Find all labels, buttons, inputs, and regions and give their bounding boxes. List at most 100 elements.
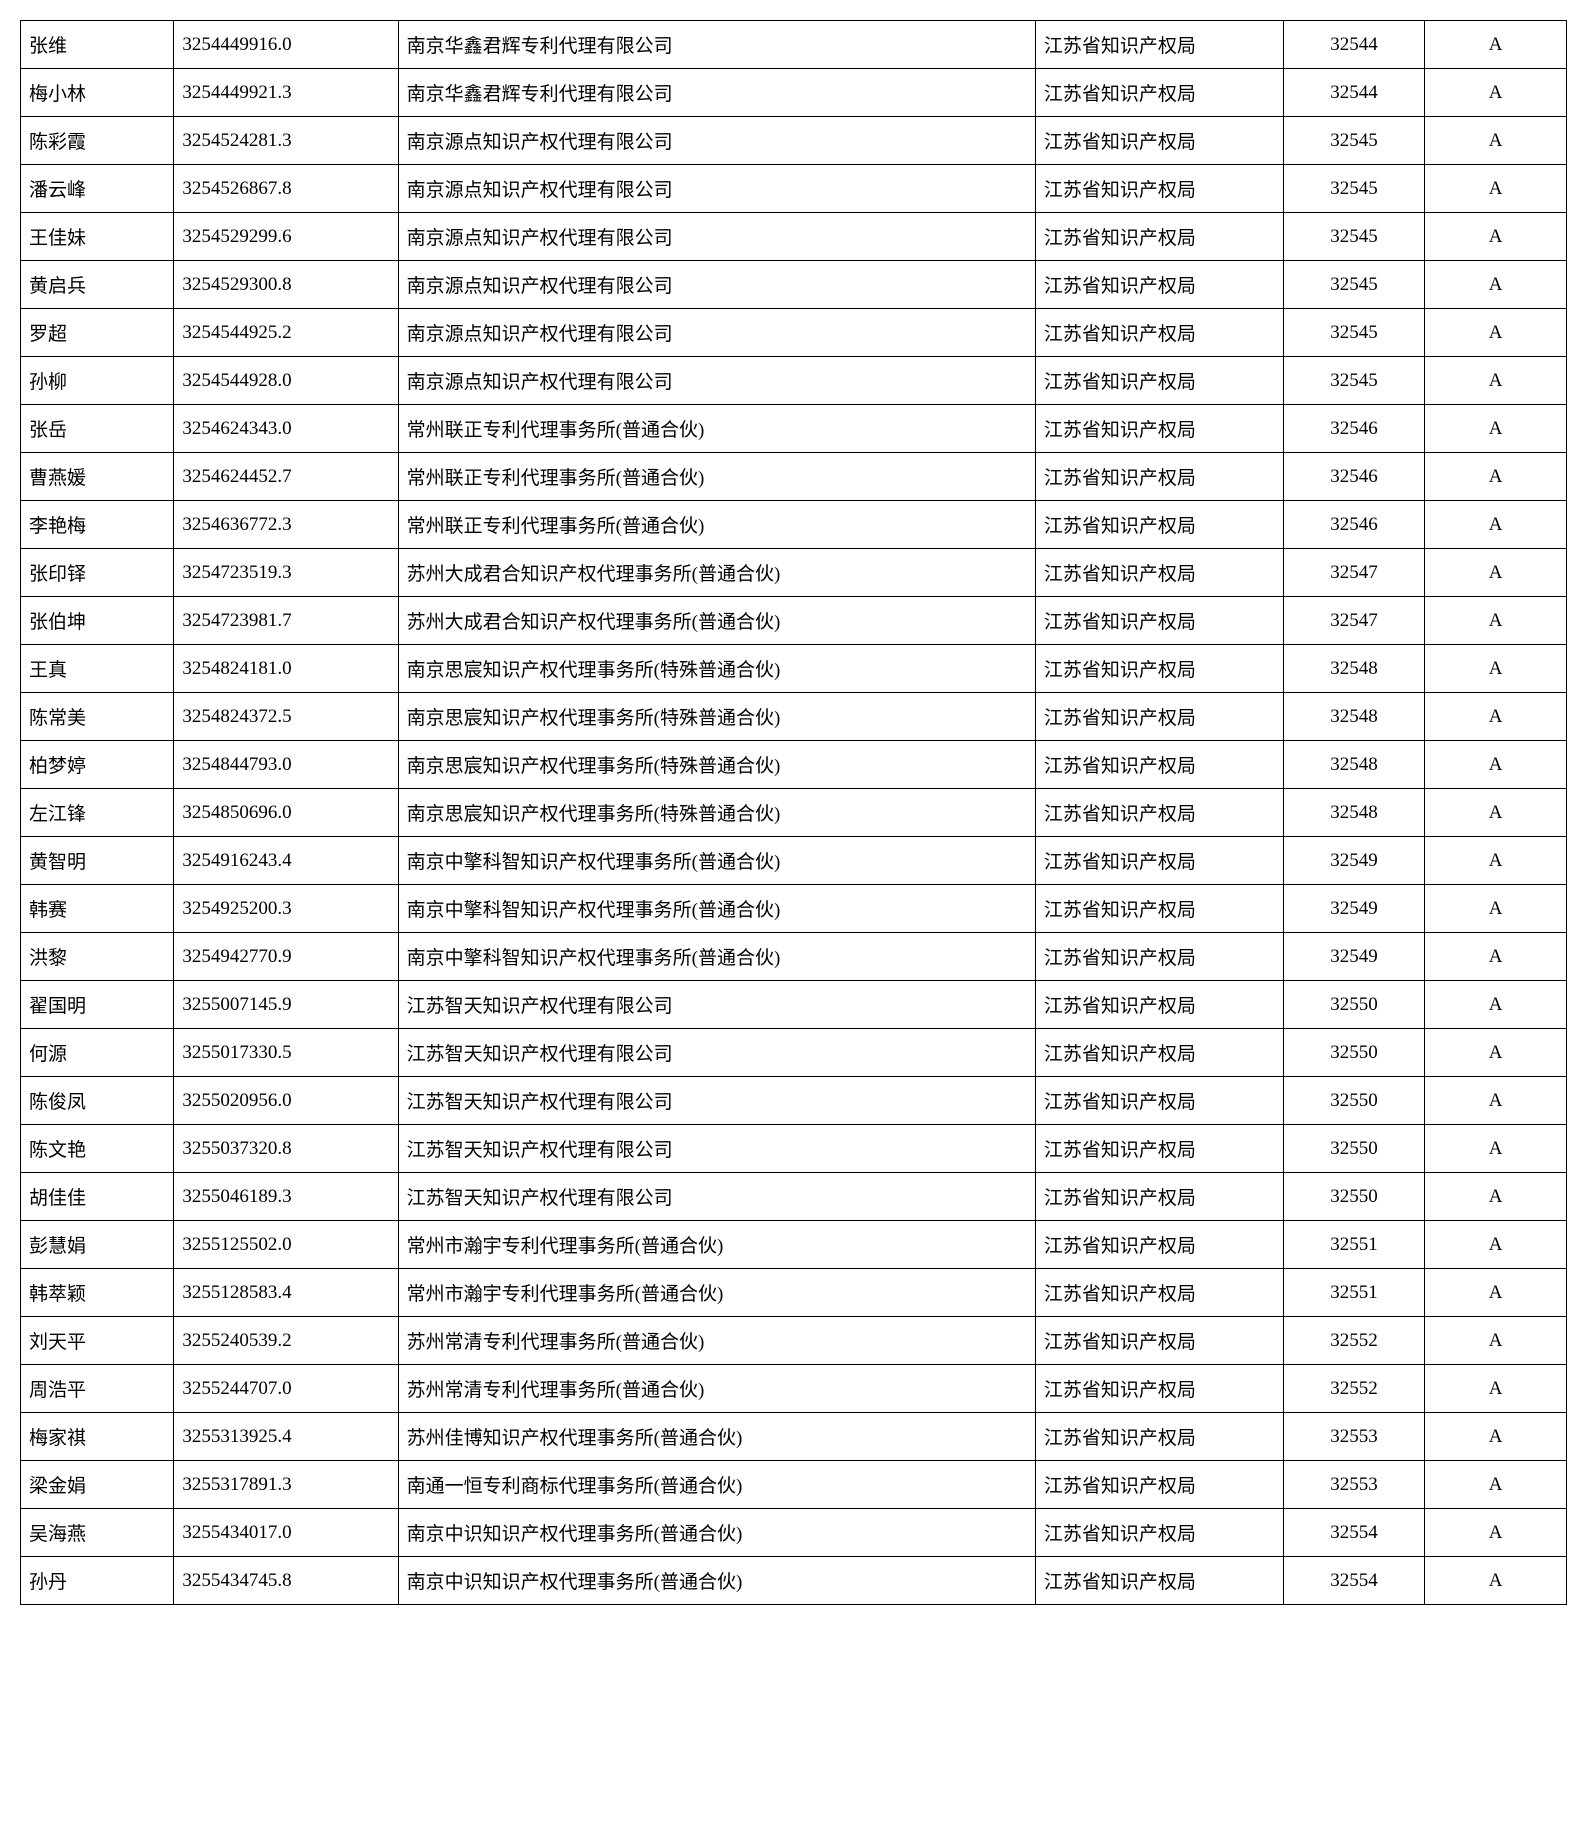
- table-row: 黄启兵3254529300.8南京源点知识产权代理有限公司江苏省知识产权局325…: [21, 261, 1567, 309]
- cell-code: 32548: [1283, 645, 1425, 693]
- table-row: 罗超3254544925.2南京源点知识产权代理有限公司江苏省知识产权局3254…: [21, 309, 1567, 357]
- cell-id: 3255434745.8: [174, 1557, 398, 1605]
- cell-bureau: 江苏省知识产权局: [1035, 645, 1283, 693]
- cell-name: 陈俊凤: [21, 1077, 174, 1125]
- cell-name: 黄智明: [21, 837, 174, 885]
- cell-code: 32546: [1283, 501, 1425, 549]
- cell-grade: A: [1425, 1173, 1567, 1221]
- table-row: 梅小林3254449921.3南京华鑫君辉专利代理有限公司江苏省知识产权局325…: [21, 69, 1567, 117]
- cell-code: 32545: [1283, 261, 1425, 309]
- cell-code: 32544: [1283, 21, 1425, 69]
- table-row: 陈文艳3255037320.8江苏智天知识产权代理有限公司江苏省知识产权局325…: [21, 1125, 1567, 1173]
- table-row: 陈常美3254824372.5南京思宸知识产权代理事务所(特殊普通合伙)江苏省知…: [21, 693, 1567, 741]
- cell-bureau: 江苏省知识产权局: [1035, 1557, 1283, 1605]
- cell-agency: 苏州大成君合知识产权代理事务所(普通合伙): [398, 549, 1035, 597]
- cell-agency: 苏州佳博知识产权代理事务所(普通合伙): [398, 1413, 1035, 1461]
- cell-bureau: 江苏省知识产权局: [1035, 69, 1283, 117]
- cell-grade: A: [1425, 1125, 1567, 1173]
- cell-bureau: 江苏省知识产权局: [1035, 885, 1283, 933]
- table-row: 陈俊凤3255020956.0江苏智天知识产权代理有限公司江苏省知识产权局325…: [21, 1077, 1567, 1125]
- cell-bureau: 江苏省知识产权局: [1035, 1173, 1283, 1221]
- cell-grade: A: [1425, 789, 1567, 837]
- table-row: 韩萃颖3255128583.4常州市瀚宇专利代理事务所(普通合伙)江苏省知识产权…: [21, 1269, 1567, 1317]
- cell-id: 3254723981.7: [174, 597, 398, 645]
- cell-id: 3255128583.4: [174, 1269, 398, 1317]
- cell-id: 3255017330.5: [174, 1029, 398, 1077]
- cell-grade: A: [1425, 1269, 1567, 1317]
- table-row: 周浩平3255244707.0苏州常清专利代理事务所(普通合伙)江苏省知识产权局…: [21, 1365, 1567, 1413]
- cell-id: 3254449921.3: [174, 69, 398, 117]
- table-row: 孙丹3255434745.8南京中识知识产权代理事务所(普通合伙)江苏省知识产权…: [21, 1557, 1567, 1605]
- cell-name: 胡佳佳: [21, 1173, 174, 1221]
- cell-code: 32548: [1283, 693, 1425, 741]
- cell-bureau: 江苏省知识产权局: [1035, 1461, 1283, 1509]
- cell-grade: A: [1425, 1077, 1567, 1125]
- cell-bureau: 江苏省知识产权局: [1035, 597, 1283, 645]
- cell-id: 3254916243.4: [174, 837, 398, 885]
- cell-agency: 南京思宸知识产权代理事务所(特殊普通合伙): [398, 789, 1035, 837]
- cell-agency: 南通一恒专利商标代理事务所(普通合伙): [398, 1461, 1035, 1509]
- cell-grade: A: [1425, 1509, 1567, 1557]
- cell-bureau: 江苏省知识产权局: [1035, 1221, 1283, 1269]
- table-row: 翟国明3255007145.9江苏智天知识产权代理有限公司江苏省知识产权局325…: [21, 981, 1567, 1029]
- table-row: 梁金娟3255317891.3南通一恒专利商标代理事务所(普通合伙)江苏省知识产…: [21, 1461, 1567, 1509]
- table-row: 张印铎3254723519.3苏州大成君合知识产权代理事务所(普通合伙)江苏省知…: [21, 549, 1567, 597]
- cell-grade: A: [1425, 309, 1567, 357]
- table-row: 陈彩霞3254524281.3南京源点知识产权代理有限公司江苏省知识产权局325…: [21, 117, 1567, 165]
- cell-name: 孙柳: [21, 357, 174, 405]
- cell-id: 3254636772.3: [174, 501, 398, 549]
- table-row: 张维3254449916.0南京华鑫君辉专利代理有限公司江苏省知识产权局3254…: [21, 21, 1567, 69]
- cell-id: 3255244707.0: [174, 1365, 398, 1413]
- cell-id: 3254824181.0: [174, 645, 398, 693]
- cell-id: 3254925200.3: [174, 885, 398, 933]
- cell-bureau: 江苏省知识产权局: [1035, 1317, 1283, 1365]
- cell-id: 3255240539.2: [174, 1317, 398, 1365]
- cell-grade: A: [1425, 21, 1567, 69]
- cell-code: 32549: [1283, 837, 1425, 885]
- cell-name: 左江锋: [21, 789, 174, 837]
- table-row: 李艳梅3254636772.3常州联正专利代理事务所(普通合伙)江苏省知识产权局…: [21, 501, 1567, 549]
- cell-agency: 苏州常清专利代理事务所(普通合伙): [398, 1317, 1035, 1365]
- cell-agency: 南京中擎科智知识产权代理事务所(普通合伙): [398, 885, 1035, 933]
- cell-code: 32553: [1283, 1413, 1425, 1461]
- cell-id: 3254526867.8: [174, 165, 398, 213]
- cell-agency: 南京中识知识产权代理事务所(普通合伙): [398, 1557, 1035, 1605]
- cell-name: 黄启兵: [21, 261, 174, 309]
- cell-name: 洪黎: [21, 933, 174, 981]
- cell-name: 梅小林: [21, 69, 174, 117]
- cell-name: 吴海燕: [21, 1509, 174, 1557]
- cell-bureau: 江苏省知识产权局: [1035, 405, 1283, 453]
- table-row: 孙柳3254544928.0南京源点知识产权代理有限公司江苏省知识产权局3254…: [21, 357, 1567, 405]
- cell-grade: A: [1425, 1413, 1567, 1461]
- cell-name: 陈彩霞: [21, 117, 174, 165]
- cell-name: 张印铎: [21, 549, 174, 597]
- cell-name: 王真: [21, 645, 174, 693]
- cell-code: 32550: [1283, 1077, 1425, 1125]
- cell-grade: A: [1425, 165, 1567, 213]
- cell-code: 32552: [1283, 1365, 1425, 1413]
- table-row: 潘云峰3254526867.8南京源点知识产权代理有限公司江苏省知识产权局325…: [21, 165, 1567, 213]
- cell-code: 32552: [1283, 1317, 1425, 1365]
- cell-agency: 江苏智天知识产权代理有限公司: [398, 981, 1035, 1029]
- cell-grade: A: [1425, 1029, 1567, 1077]
- cell-agency: 南京源点知识产权代理有限公司: [398, 309, 1035, 357]
- cell-grade: A: [1425, 69, 1567, 117]
- cell-bureau: 江苏省知识产权局: [1035, 21, 1283, 69]
- cell-grade: A: [1425, 1317, 1567, 1365]
- cell-grade: A: [1425, 1365, 1567, 1413]
- cell-grade: A: [1425, 741, 1567, 789]
- cell-grade: A: [1425, 261, 1567, 309]
- cell-agency: 南京思宸知识产权代理事务所(特殊普通合伙): [398, 645, 1035, 693]
- cell-code: 32545: [1283, 357, 1425, 405]
- cell-agency: 南京源点知识产权代理有限公司: [398, 117, 1035, 165]
- cell-code: 32550: [1283, 1173, 1425, 1221]
- cell-bureau: 江苏省知识产权局: [1035, 741, 1283, 789]
- cell-id: 3254624343.0: [174, 405, 398, 453]
- cell-id: 3255313925.4: [174, 1413, 398, 1461]
- cell-bureau: 江苏省知识产权局: [1035, 357, 1283, 405]
- cell-grade: A: [1425, 117, 1567, 165]
- cell-grade: A: [1425, 1557, 1567, 1605]
- cell-name: 翟国明: [21, 981, 174, 1029]
- table-row: 何源3255017330.5江苏智天知识产权代理有限公司江苏省知识产权局3255…: [21, 1029, 1567, 1077]
- table-row: 左江锋3254850696.0南京思宸知识产权代理事务所(特殊普通合伙)江苏省知…: [21, 789, 1567, 837]
